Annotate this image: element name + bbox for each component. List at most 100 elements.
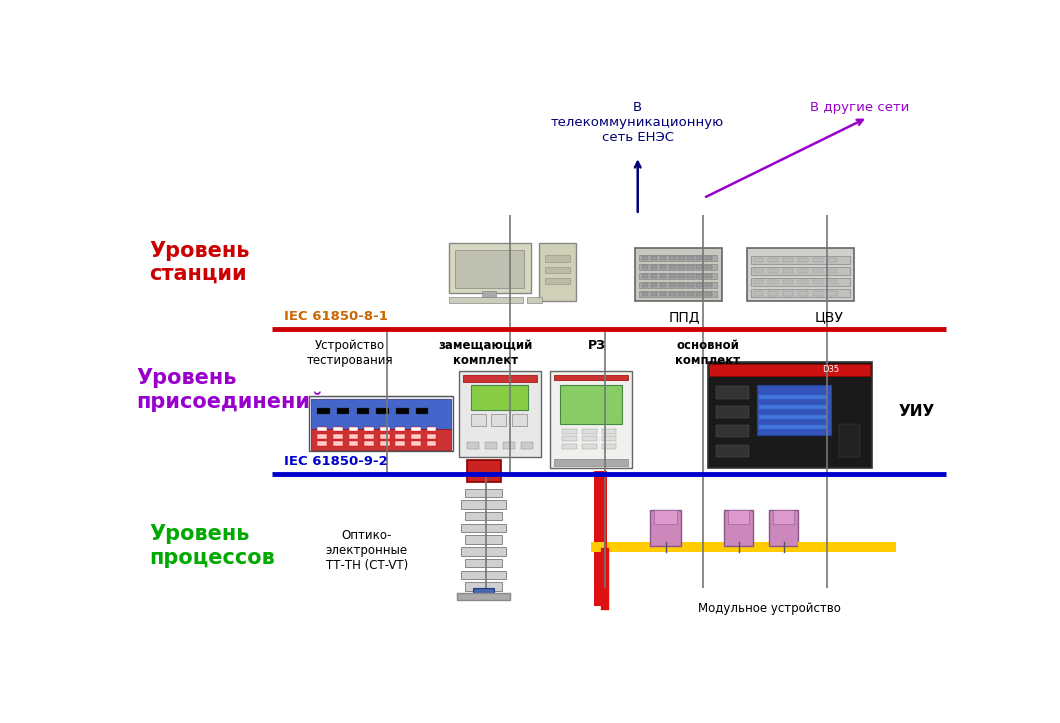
Bar [448,243,531,293]
Bar [317,427,328,432]
Bar [768,280,778,284]
Bar [540,243,576,301]
Bar [484,442,497,448]
Bar [562,444,577,448]
Bar [317,441,328,446]
Bar [654,510,677,523]
Bar [550,371,632,468]
Bar [457,594,511,600]
Bar [522,442,533,448]
Bar [426,427,437,432]
Bar [527,297,542,303]
Bar [660,283,667,286]
Bar [705,265,711,269]
Bar [813,257,823,262]
Bar [426,434,437,439]
Bar [678,291,685,296]
Bar [687,256,693,260]
Bar [651,265,657,269]
Bar [641,265,649,269]
Bar [728,510,748,523]
Bar [716,386,748,398]
Bar [798,269,808,273]
Text: основной
комплект: основной комплект [675,339,740,367]
Bar [724,510,753,546]
Bar [651,283,657,286]
Bar [365,434,374,439]
Bar [650,510,682,546]
Bar [696,256,703,260]
Bar [582,437,597,441]
Bar [317,434,328,439]
Bar [466,460,500,482]
Bar [828,291,837,296]
Bar [669,291,675,296]
Text: Уровень
процессов: Уровень процессов [148,524,275,568]
Text: IEC 61850-8-1: IEC 61850-8-1 [284,310,388,323]
Bar [687,274,693,278]
Bar [602,429,616,434]
Bar [798,542,897,552]
Bar [759,395,828,399]
Bar [687,283,693,286]
Text: замещающий
комплект: замещающий комплект [439,339,533,367]
Bar [752,278,850,286]
Bar [752,289,850,297]
Bar [716,445,748,457]
Bar [641,291,649,296]
Bar [840,424,860,457]
Bar [554,375,628,380]
Text: Уровень
присоединений: Уровень присоединений [137,368,325,412]
Text: ППД: ППД [669,311,701,325]
Bar [828,269,837,273]
Bar [678,256,685,260]
Bar [660,291,667,296]
Bar [349,427,358,432]
Bar [757,385,831,435]
Bar [752,256,850,264]
Bar [310,395,453,451]
Bar [754,257,763,262]
Bar [595,471,607,606]
Bar [660,256,667,260]
Bar [696,283,703,286]
Text: ЦВУ: ЦВУ [815,311,844,325]
Text: В
телекоммуникационную
сеть ЕНЭС: В телекоммуникационную сеть ЕНЭС [551,100,724,144]
Bar [461,570,507,579]
Text: Модульное устройство: Модульное устройство [697,602,841,615]
Bar [465,512,502,521]
Bar [639,255,718,261]
Bar [365,441,374,446]
Text: D35: D35 [823,365,840,374]
Bar [465,489,502,497]
Bar [783,269,793,273]
Bar [492,414,507,427]
Bar [678,265,685,269]
Bar [512,414,527,427]
Text: Устройство
тестирования: Устройство тестирования [307,339,393,367]
Bar [828,280,837,284]
Bar [463,375,536,382]
Bar [669,274,675,278]
Bar [798,257,808,262]
Bar [798,291,808,296]
Bar [379,441,390,446]
Bar [395,434,405,439]
Bar [333,441,342,446]
Bar [651,256,657,260]
Bar [635,248,722,301]
Bar [357,408,369,414]
Bar [333,434,342,439]
Bar [504,442,515,448]
Bar [349,441,358,446]
Bar [783,280,793,284]
Bar [461,500,507,509]
Bar [696,291,703,296]
Bar [471,385,529,410]
Bar [416,408,428,414]
Bar [747,248,853,301]
Bar [768,257,778,262]
Bar [759,415,828,419]
Bar [639,291,718,296]
Bar [774,510,794,523]
